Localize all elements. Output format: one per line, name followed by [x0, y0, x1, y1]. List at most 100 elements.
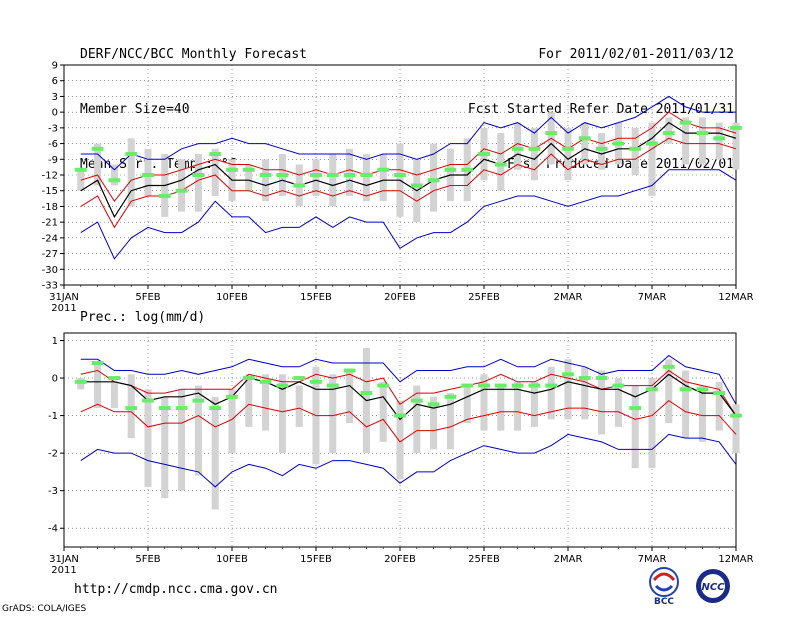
temperature-obs-mark	[696, 131, 709, 136]
temperature-spread-box	[144, 148, 152, 196]
temperature-ytick-label: -27	[42, 249, 58, 260]
precipitation-spread-box	[530, 381, 538, 427]
temperature-obs-mark	[494, 162, 507, 167]
precipitation-spread-box	[94, 363, 102, 409]
precipitation-spread-box	[631, 385, 639, 469]
precipitation-obs-mark	[629, 406, 642, 411]
temperature-obs-mark	[612, 141, 625, 146]
precipitation-spread-box	[665, 359, 673, 424]
temperature-obs-mark	[242, 167, 255, 172]
temperature-xtick-label: 31JAN	[49, 292, 79, 303]
temperature-ytick-label: -33	[42, 281, 58, 292]
temperature-obs-mark	[158, 193, 171, 198]
precipitation-xtick-label: 10FEB	[216, 554, 248, 565]
precipitation-spread-box	[497, 385, 505, 431]
temperature-obs-mark	[293, 183, 306, 188]
precipitation-lower-line	[80, 399, 737, 443]
precipitation-xtick-label: 25FEB	[468, 554, 500, 565]
temperature-ytick-label: 6	[52, 76, 58, 87]
chart-title: DERF/NCC/BCC Monthly Forecast	[80, 47, 307, 62]
precipitation-spread-box	[514, 381, 522, 431]
temperature-obs-mark	[461, 167, 474, 172]
precipitation-obs-mark	[91, 361, 104, 366]
precipitation-obs-mark	[192, 398, 205, 403]
temperature-obs-mark	[528, 146, 541, 151]
precipitation-spread-box	[614, 378, 622, 427]
temperature-obs-mark	[679, 120, 692, 125]
precipitation-spread-box	[245, 374, 253, 427]
precipitation-obs-mark	[562, 372, 574, 377]
precipitation-obs-mark	[276, 383, 289, 388]
precipitation-year-label: 2011	[51, 565, 76, 576]
precipitation-spread-box	[715, 381, 723, 431]
forecast-period: For 2011/02/01-2011/03/12	[538, 47, 734, 62]
temperature-ytick-label: -9	[48, 155, 58, 166]
precipitation-panel: 1 0 -1 -2 -3 -4 31JAN 5FEB 10FEB 15FEB 20FEB 25FEB 2…	[48, 332, 754, 576]
precipitation-spread-box	[110, 381, 118, 409]
temperature-xtick-label: 15FEB	[300, 292, 332, 303]
temperature-ytick-label: -21	[42, 218, 58, 229]
temperature-spread-box	[178, 159, 186, 212]
temperature-ytick-label: 0	[52, 108, 58, 119]
precipitation-spread-box	[648, 378, 656, 469]
precipitation-obs-mark	[293, 376, 306, 381]
temperature-upper-line	[80, 111, 737, 203]
precipitation-xtick-label: 20FEB	[384, 554, 416, 565]
precipitation-spread-box	[698, 385, 706, 442]
precipitation-obs-mark	[545, 383, 558, 388]
temperature-xtick-label: 20FEB	[384, 292, 416, 303]
precipitation-spread-box	[430, 396, 438, 450]
precipitation-xtick-label: 5FEB	[135, 554, 160, 565]
precipitation-ytick-label: -4	[48, 524, 58, 535]
temperature-spread-box	[598, 133, 606, 170]
temperature-spread-box	[312, 159, 320, 196]
temperature-lower-line	[80, 137, 737, 229]
temperature-xtick-label: 2MAR	[554, 292, 583, 303]
temperature-obs-mark	[360, 173, 373, 177]
temperature-obs-mark	[259, 173, 272, 177]
temperature-xtick-label: 12MAR	[718, 292, 753, 303]
temperature-spread-box	[329, 154, 337, 207]
precipitation-obs-mark	[646, 387, 658, 392]
precipitation-xtick-label: 12MAR	[718, 554, 753, 565]
temperature-spread-box	[194, 154, 202, 212]
temperature-obs-mark	[578, 136, 591, 141]
precipitation-obs-mark	[242, 376, 255, 381]
temperature-spread-box	[514, 122, 522, 170]
precipitation-xtick-label: 31JAN	[49, 554, 79, 565]
precipitation-obs-mark	[494, 383, 507, 388]
precipitation-obs-mark	[158, 406, 171, 411]
precipitation-obs-mark	[595, 376, 608, 381]
bcc-logo-icon: BCC	[649, 567, 679, 606]
footer-url[interactable]: http://cmdp.ncc.cma.gov.cn	[74, 582, 278, 597]
precipitation-spread-box	[262, 374, 270, 431]
temperature-obs-mark	[427, 178, 440, 183]
ncc-logo-icon: NCC	[696, 569, 730, 603]
temperature-obs-mark	[125, 152, 138, 157]
temperature-spread-box	[379, 154, 387, 202]
precipitation-spread-box	[194, 385, 202, 476]
temperature-spread-box	[682, 117, 690, 165]
temperature-spread-box	[346, 148, 354, 196]
member-size: Member Size=40	[80, 102, 190, 117]
precipitation-spread-box	[161, 396, 169, 499]
temperature-spread-box	[127, 138, 135, 207]
temperature-ytick-label: -3	[48, 123, 58, 134]
temperature-obs-mark	[74, 167, 87, 172]
precipitation-ytick-label: -3	[48, 486, 58, 497]
temperature-spread-box	[245, 164, 253, 191]
temperature-obs-mark	[343, 173, 356, 177]
precipitation-spread-box	[329, 374, 337, 454]
temperature-spread-box	[211, 148, 219, 196]
precip-label: Prec.: log(mm/d)	[80, 310, 206, 325]
temperature-ytick-label: -6	[48, 139, 58, 150]
precipitation-ytick-label: -2	[48, 449, 58, 460]
temperature-spread-box	[262, 159, 270, 202]
temperature-obs-mark	[595, 146, 608, 151]
temperature-spread-box	[715, 122, 723, 160]
precipitation-spread-box	[682, 370, 690, 439]
ncc-logo-text: NCC	[701, 582, 725, 593]
temperature-spread-box	[430, 143, 438, 212]
precipitation-obs-mark	[427, 402, 440, 407]
temperature-ytick-label: -18	[42, 202, 58, 213]
